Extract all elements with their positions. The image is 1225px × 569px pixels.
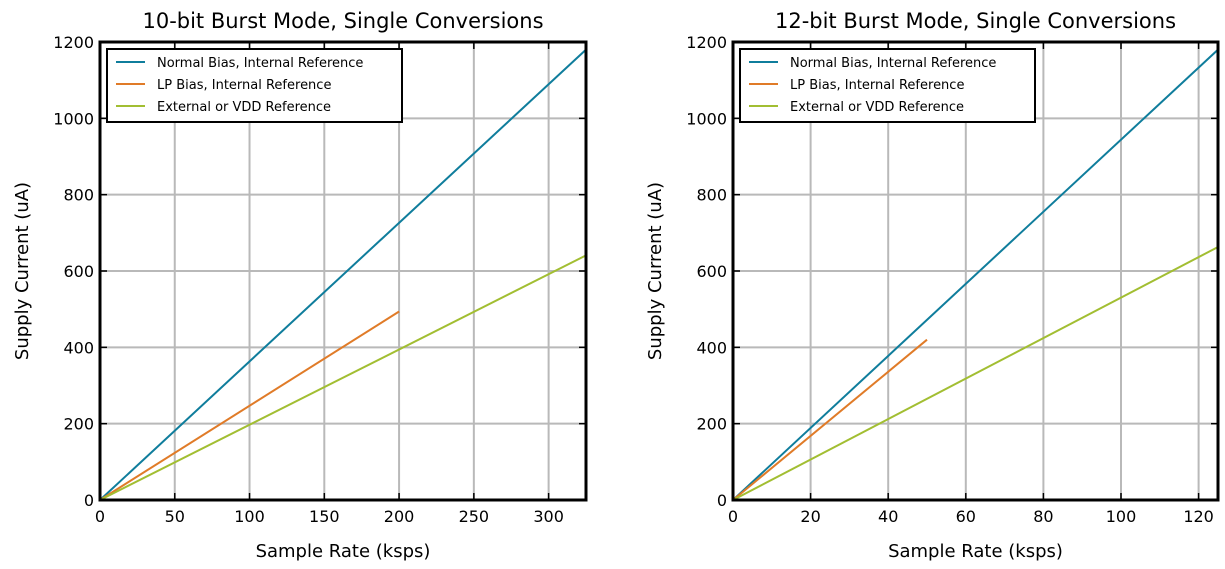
chart-title: 12-bit Burst Mode, Single Conversions: [775, 9, 1176, 33]
x-tick-label: 0: [95, 507, 105, 526]
y-tick-label: 0: [717, 491, 727, 510]
series-line-1: [732, 48, 1219, 501]
x-tick-label: 100: [234, 507, 265, 526]
legend-box: [106, 48, 403, 123]
plot-frame: [731, 40, 1220, 502]
x-tick-label: 50: [165, 507, 185, 526]
plot-frame: [98, 40, 588, 502]
y-tick-label: 1000: [53, 109, 94, 128]
y-tick-label: 200: [696, 415, 727, 434]
x-tick-label: 40: [878, 507, 898, 526]
x-tick-label: 250: [459, 507, 490, 526]
x-tick-label: 20: [800, 507, 820, 526]
x-tick-label: 60: [956, 507, 976, 526]
y-tick-label: 600: [696, 262, 727, 281]
x-tick-label: 100: [1106, 507, 1137, 526]
legend-box: [739, 48, 1036, 123]
y-axis-label: Supply Current (uA): [12, 182, 33, 360]
legend-label: External or VDD Reference: [790, 100, 964, 115]
y-tick-label: 1200: [686, 33, 727, 52]
legend-label: External or VDD Reference: [157, 100, 331, 115]
y-tick-label: 1200: [53, 33, 94, 52]
x-axis-label: Sample Rate (ksps): [256, 541, 431, 562]
y-tick-label: 600: [63, 262, 94, 281]
legend: Normal Bias, Internal Reference LP Bias, …: [106, 48, 403, 123]
y-tick-label: 200: [63, 415, 94, 434]
x-tick-label: 120: [1183, 507, 1214, 526]
x-axis-label: Sample Rate (ksps): [888, 541, 1063, 562]
y-tick-label: 1000: [686, 109, 727, 128]
legend-label: LP Bias, Internal Reference: [157, 78, 331, 93]
y-tick-label: 0: [84, 491, 94, 510]
x-tick-label: 0: [728, 507, 738, 526]
y-tick-label: 800: [63, 186, 94, 205]
x-tick-label: 150: [309, 507, 340, 526]
chart-title: 10-bit Burst Mode, Single Conversions: [142, 9, 543, 33]
chart-panel-1: 0 50 100 150 200 250 300 0 200 400 600 800 1000 1200 1…: [12, 9, 588, 562]
x-tick-label: 300: [533, 507, 564, 526]
x-tick-label: 200: [384, 507, 415, 526]
series-line-2: [99, 310, 400, 501]
legend-label: LP Bias, Internal Reference: [790, 78, 964, 93]
y-tick-label: 400: [696, 338, 727, 357]
series-line-1: [99, 48, 587, 501]
y-tick-label: 400: [63, 338, 94, 357]
y-axis-label: Supply Current (uA): [645, 182, 666, 360]
x-tick-label: 80: [1033, 507, 1053, 526]
series-line-3: [99, 254, 587, 501]
legend: Normal Bias, Internal Reference LP Bias, …: [739, 48, 1036, 123]
series-line-3: [732, 246, 1219, 501]
y-tick-label: 800: [696, 186, 727, 205]
chart-panel-2: 0 20 40 60 80 100 12002004006008001000120012-b…: [645, 9, 1220, 562]
legend-label: Normal Bias, Internal Reference: [157, 56, 363, 71]
series-line-2: [732, 338, 928, 501]
legend-label: Normal Bias, Internal Reference: [790, 56, 996, 71]
